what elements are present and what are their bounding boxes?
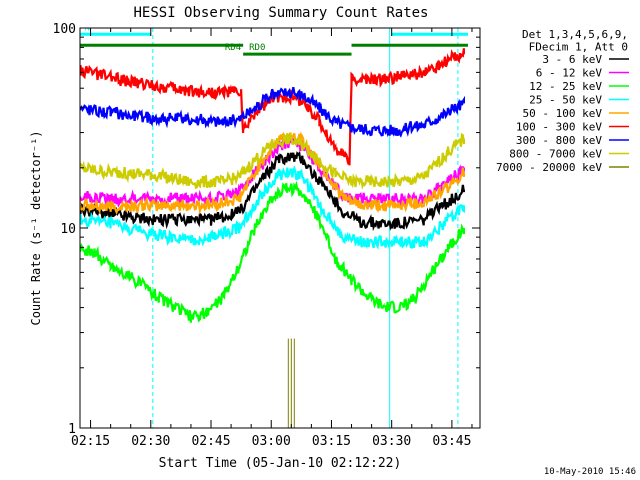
series-3-6-kev <box>80 151 465 232</box>
y-tick-label-10: 10 <box>60 222 76 237</box>
x-tick-label-02-30: 02:30 <box>131 434 170 449</box>
y-tick-label-100: 100 <box>53 22 76 37</box>
chart-title: HESSI Observing Summary Count Rates <box>133 5 428 21</box>
legend-label-3-6-kev: 3 - 6 keV <box>542 53 602 66</box>
series-6-12-kev <box>80 135 465 209</box>
legend-label-50-100-kev: 50 - 100 keV <box>523 107 603 120</box>
x-tick-label-03-30: 03:30 <box>372 434 411 449</box>
series-800-7000-kev <box>80 132 465 190</box>
flag-label-rd0: RD0 <box>249 43 265 53</box>
plot-area: N RD4 RD0 <box>80 23 468 428</box>
legend-header-line-0: Det 1,3,4,5,6,9, <box>522 28 628 41</box>
series-25-50-kev <box>80 164 465 250</box>
y-axis: 1 10 100 <box>53 22 480 437</box>
legend: Det 1,3,4,5,6,9,FDecim 1, Att 03 - 6 keV… <box>496 28 629 174</box>
series-line-12-25-kev <box>80 180 465 323</box>
legend-label-800-7000-kev: 800 - 7000 keV <box>509 148 602 161</box>
series-7000-20000-kev <box>287 338 295 428</box>
x-tick-label-03-45: 03:45 <box>432 434 471 449</box>
series-line-800-7000-kev <box>80 132 465 190</box>
legend-label-100-300-kev: 100 - 300 keV <box>516 121 602 134</box>
series-300-800-kev <box>80 87 465 138</box>
x-tick-label-02-15: 02:15 <box>71 434 110 449</box>
legend-label-12-25-kev: 12 - 25 keV <box>529 80 602 93</box>
series-line-3-6-kev <box>80 151 465 232</box>
x-tick-label-02-45: 02:45 <box>191 434 230 449</box>
flag-label-n: N <box>85 23 90 33</box>
series-line-300-800-kev <box>80 87 465 138</box>
series-line-25-50-kev <box>80 164 465 250</box>
legend-label-300-800-kev: 300 - 800 keV <box>516 134 602 147</box>
series-line-6-12-kev <box>80 135 465 209</box>
x-axis-label: Start Time (05-Jan-10 02:12:22) <box>159 456 402 471</box>
legend-label-7000-20000-kev: 7000 - 20000 keV <box>496 161 602 174</box>
y-axis-label: Count Rate (s⁻¹ detector⁻¹) <box>29 130 43 325</box>
legend-label-25-50-kev: 25 - 50 keV <box>529 94 602 107</box>
legend-label-6-12-kev: 6 - 12 keV <box>536 67 603 80</box>
legend-header-line-1: FDecim 1, Att 0 <box>529 41 628 54</box>
footer-timestamp: 10-May-2010 15:46 <box>544 467 636 477</box>
y-tick-label-1: 1 <box>68 422 76 437</box>
x-tick-label-03-00: 03:00 <box>252 434 291 449</box>
x-tick-label-03-15: 03:15 <box>312 434 351 449</box>
series-12-25-kev <box>80 180 465 323</box>
x-axis: 02:15 02:30 02:45 03:00 03:15 03:30 03:45 <box>71 28 473 449</box>
flag-label-rd4: RD4 <box>225 43 241 53</box>
